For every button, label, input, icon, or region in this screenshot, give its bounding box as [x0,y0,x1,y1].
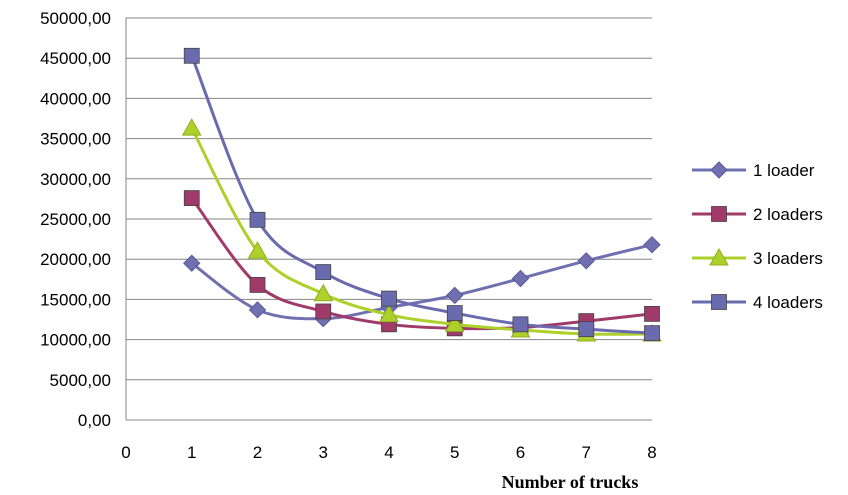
data-point [183,47,200,64]
legend-label: 2 loaders [753,205,823,224]
y-tick-label: 5000,00 [50,371,111,390]
series-line [190,127,653,336]
data-point [183,190,200,206]
y-tick-label: 15000,00 [40,290,111,309]
data-point [315,264,332,280]
x-tick-label: 3 [319,443,328,462]
series-group [181,47,662,342]
data-point [644,325,660,342]
legend-marker [711,206,727,222]
legend-marker [710,161,728,179]
data-point [248,301,267,319]
data-point [315,303,332,320]
y-tick-label: 25000,00 [40,210,111,229]
series-line [190,55,653,335]
y-tick-label: 40000,00 [40,89,111,108]
data-point [577,252,595,270]
y-axis-ticks: 0,00 5000,00 10000,00 15000,00 20000,00 25000… [40,9,111,430]
data-point [247,241,268,259]
legend-item: 4 loaders [692,293,823,312]
data-point [446,286,464,305]
data-point [381,290,397,307]
x-tick-label: 0 [121,443,130,462]
y-tick-label: 10000,00 [40,331,111,350]
data-point [181,118,202,136]
legend-item: 1 loader [692,161,815,180]
y-tick-label: 45000,00 [40,49,111,68]
data-point [578,321,595,338]
x-tick-label: 5 [450,443,459,462]
y-tick-label: 0,00 [78,411,111,430]
legend-label: 4 loaders [753,293,823,312]
x-tick-label: 2 [253,443,262,462]
x-axis-label: Number of trucks [502,472,639,492]
data-point [446,305,463,321]
y-tick-label: 50000,00 [40,9,111,28]
y-tick-label: 20000,00 [40,250,111,269]
x-tick-label: 1 [187,443,196,462]
data-point [643,236,661,254]
data-point [313,283,334,302]
legend-item: 3 loaders [692,247,823,268]
legend-label: 3 loaders [753,249,823,268]
x-tick-label: 8 [647,443,656,462]
x-tick-label: 7 [582,443,591,462]
x-tick-label: 6 [516,443,525,462]
legend-item: 2 loaders [692,205,823,224]
data-point [249,277,266,293]
data-point [183,254,201,272]
legend-marker [711,294,727,310]
gridlines [125,17,652,421]
data-point [511,269,530,288]
data-point [379,304,399,323]
legend-label: 1 loader [753,161,815,180]
data-point [512,316,529,333]
data-point [249,211,266,228]
legend-marker [709,247,729,266]
legend: 1 loader 2 loaders 3 loaders 4 loaders [692,161,823,312]
x-tick-label: 4 [384,443,393,462]
y-tick-label: 35000,00 [40,130,111,149]
series-4 [183,47,660,342]
data-point [444,314,465,332]
x-axis: 0 1 2 3 4 5 6 7 8 [121,443,656,462]
y-tick-label: 30000,00 [40,170,111,189]
data-point [644,305,660,322]
